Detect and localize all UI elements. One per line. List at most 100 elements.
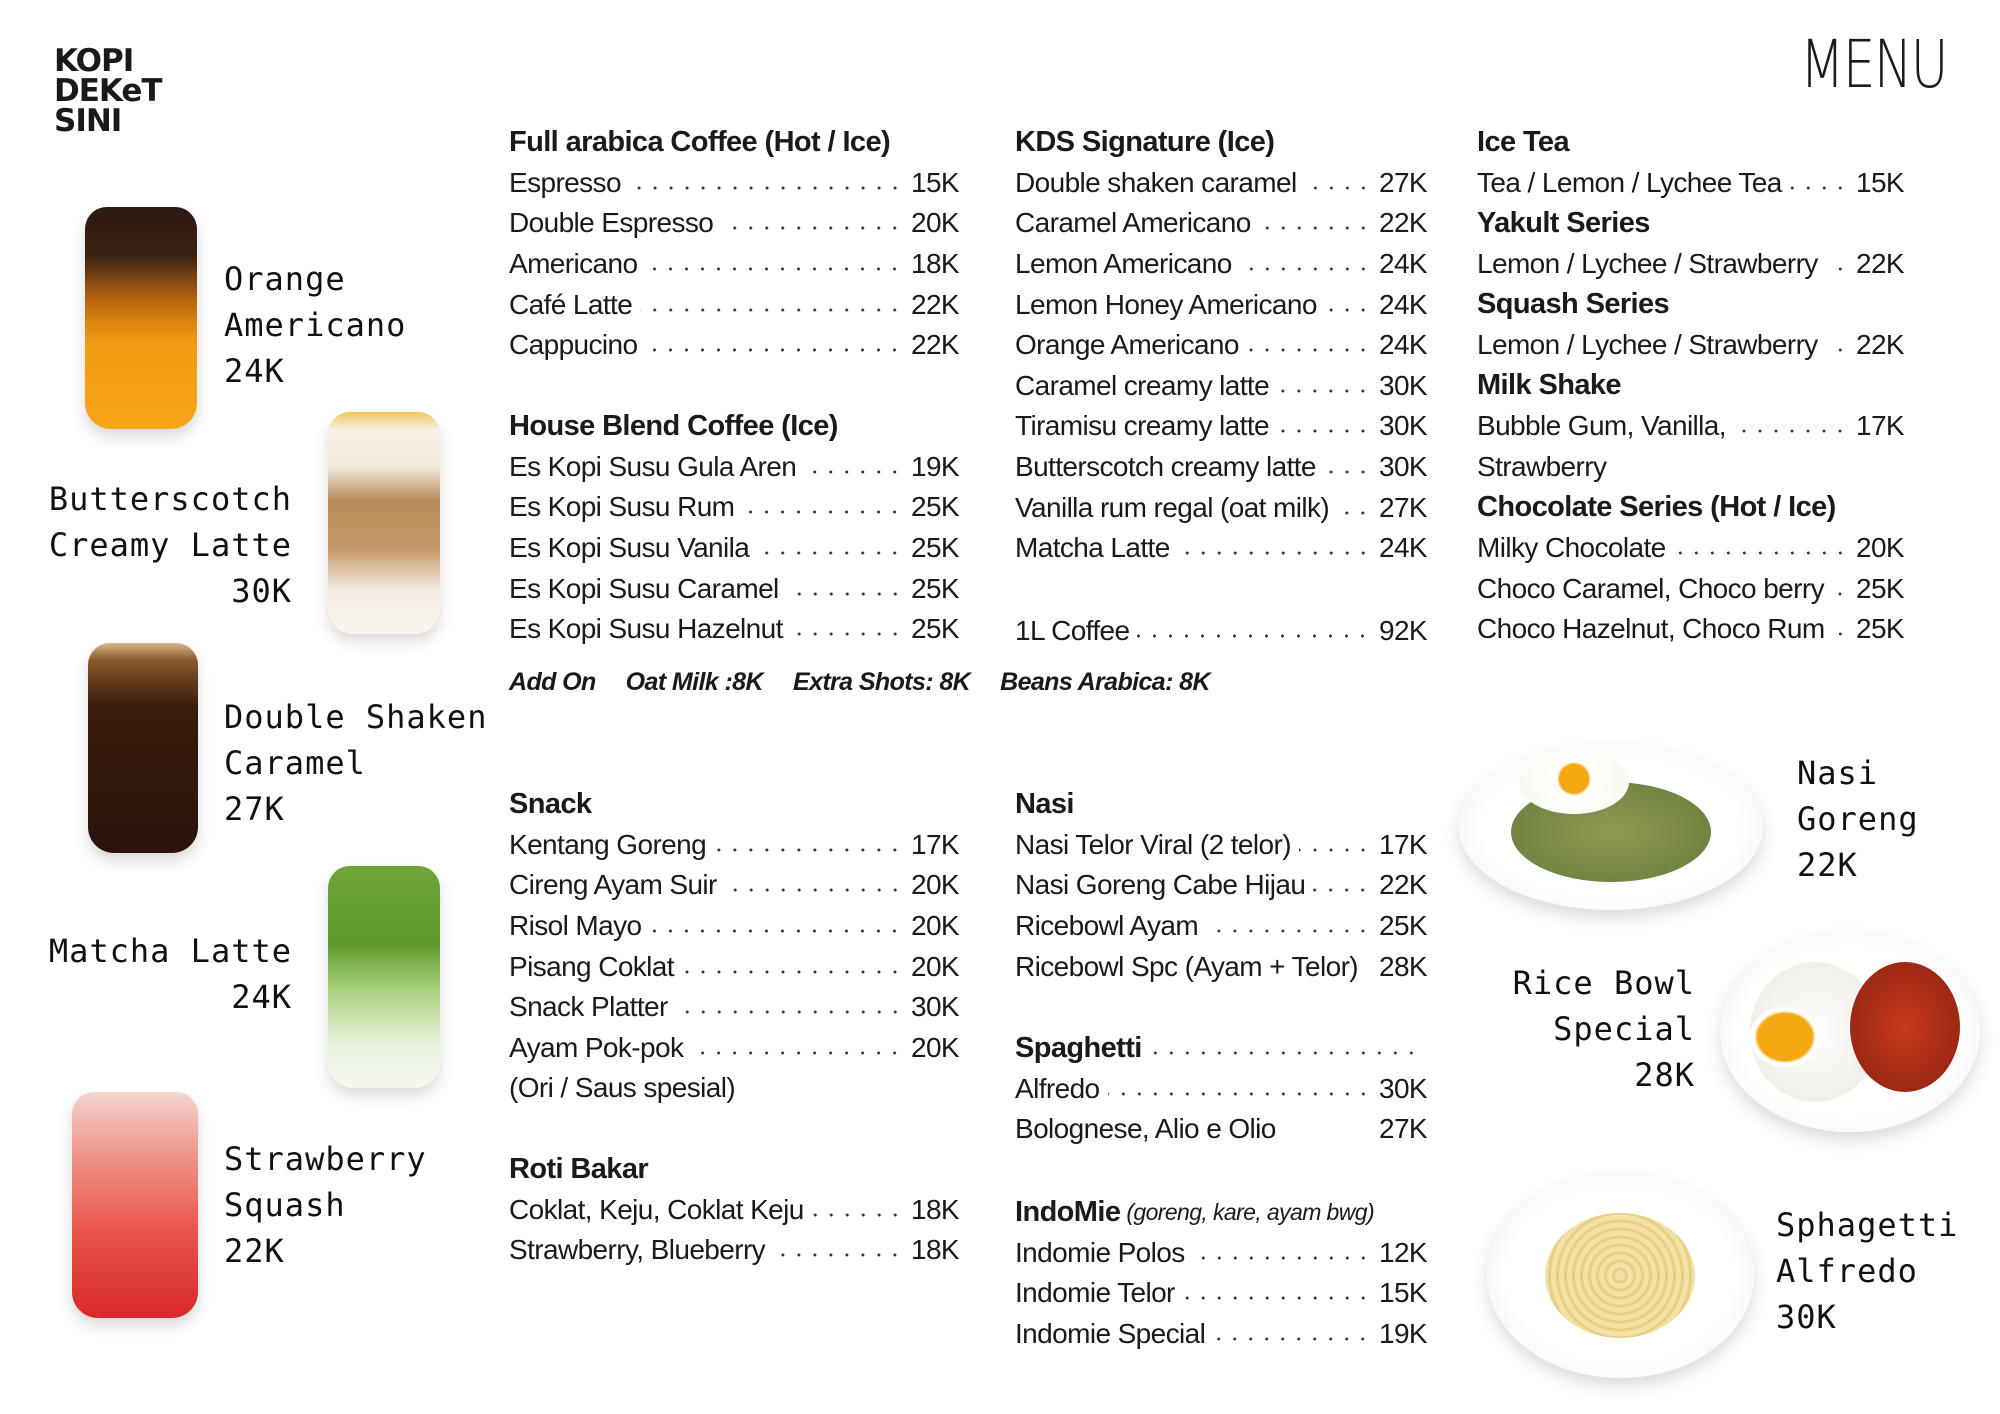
item-name: Cireng Ayam Suir bbox=[509, 869, 717, 901]
item-name: Lemon / Lychee / Strawberry bbox=[1477, 329, 1818, 361]
dot-leader bbox=[1825, 347, 1848, 354]
dot-leader bbox=[645, 266, 903, 273]
menu-item: Choco Hazelnut, Choco Rum 25K bbox=[1477, 609, 1905, 650]
section-heading: Squash Series bbox=[1477, 284, 1904, 325]
item-name: Ricebowl Spc (Ayam + Telor) bbox=[1015, 950, 1359, 982]
dot-leader bbox=[773, 1252, 903, 1259]
dot-leader bbox=[1149, 1050, 1419, 1057]
item-name: Vanilla rum regal (oat milk) bbox=[1015, 491, 1330, 523]
item-price: 25K bbox=[1855, 572, 1905, 604]
item-name: Lemon Honey Americano bbox=[1015, 288, 1317, 320]
item-name: Milky Chocolate bbox=[1477, 532, 1666, 564]
menu-item: Coklat, Keju, Coklat Keju 18K bbox=[509, 1190, 960, 1231]
section-heading: Full arabica Coffee (Hot / Ice) bbox=[509, 122, 959, 163]
menu-item: Snack Platter 30K bbox=[509, 987, 960, 1028]
dot-leader bbox=[786, 590, 903, 597]
menu-item: Es Kopi Susu Rum 25K bbox=[509, 487, 960, 528]
fried-egg bbox=[1519, 750, 1629, 814]
dot-leader bbox=[1177, 550, 1371, 557]
item-price: 22K bbox=[1855, 248, 1905, 280]
menu-item: Ricebowl Spc (Ayam + Telor) 28K bbox=[1015, 946, 1428, 987]
menu-item: Cappucino 22K bbox=[509, 325, 960, 366]
dot-leader bbox=[1789, 184, 1848, 191]
strawberry-squash-image bbox=[72, 1092, 198, 1318]
label-line: Strawberry bbox=[224, 1140, 427, 1178]
label-line: Butterscotch bbox=[48, 480, 292, 518]
dot-leader bbox=[691, 1049, 903, 1056]
addon-row: Add On Oat Milk :8K Extra Shots: 8K Bean… bbox=[509, 668, 1211, 697]
menu-item: Americano 18K bbox=[509, 244, 960, 285]
dot-leader bbox=[1673, 550, 1848, 557]
item-price: 30K bbox=[1378, 369, 1428, 401]
item-name: Risol Mayo bbox=[509, 910, 642, 942]
logo-line: KOPI bbox=[54, 43, 134, 79]
item-price: 27K bbox=[1378, 1113, 1428, 1145]
item-price: 18K bbox=[910, 1234, 960, 1266]
dot-leader bbox=[1366, 968, 1371, 975]
menu-item: Matcha Latte 24K bbox=[1015, 528, 1428, 569]
item-price: 25K bbox=[910, 491, 960, 523]
dot-leader bbox=[1258, 225, 1371, 232]
section-title: Milk Shake bbox=[1477, 369, 1622, 402]
item-name: Choco Caramel, Choco berry bbox=[1477, 572, 1825, 604]
item-price: 20K bbox=[910, 910, 960, 942]
menu-item: Lemon / Lychee / Strawberry 22K bbox=[1477, 244, 1905, 285]
menu-item: Milky Chocolate 20K bbox=[1477, 528, 1905, 569]
item-price: 30K bbox=[910, 991, 960, 1023]
item-price: 22K bbox=[1378, 207, 1428, 239]
menu-item: Caramel Americano 22K bbox=[1015, 203, 1428, 244]
dot-leader bbox=[649, 928, 903, 935]
menu-item: Lemon Americano 24K bbox=[1015, 244, 1428, 285]
label-line: Caramel bbox=[224, 744, 366, 782]
dot-leader bbox=[1323, 469, 1371, 476]
section-heading: Milk Shake bbox=[1477, 366, 1904, 407]
dot-leader bbox=[675, 1009, 903, 1016]
menu-item: Nasi Telor Viral (2 telor) 17K bbox=[1015, 825, 1428, 866]
dot-leader bbox=[804, 468, 903, 475]
label-line: Creamy Latte bbox=[48, 526, 292, 564]
section-nasi: Nasi Nasi Telor Viral (2 telor) 17K Nasi Go… bbox=[1015, 784, 1428, 987]
item-name: Bolognese, Alio e Olio bbox=[1015, 1113, 1276, 1145]
item-name: Es Kopi Susu Gula Aren bbox=[509, 450, 797, 482]
item-price: 30K bbox=[1378, 451, 1428, 483]
menu-item: Lemon Honey Americano 24K bbox=[1015, 284, 1428, 325]
orange-americano-label: Orange Americano 24K bbox=[224, 256, 406, 394]
item-price: 27K bbox=[1378, 166, 1428, 198]
item-price: 22K bbox=[910, 288, 960, 320]
menu-item: Choco Caramel, Choco berry 25K bbox=[1477, 569, 1905, 610]
addon-item: Extra Shots: 8K bbox=[792, 668, 971, 696]
item-price: 20K bbox=[1855, 532, 1905, 564]
dot-leader bbox=[742, 509, 903, 516]
item-price: 15K bbox=[1855, 166, 1905, 198]
label-line: 24K bbox=[224, 352, 285, 390]
item-name: Bubble Gum, Vanilla, bbox=[1477, 410, 1727, 442]
dot-leader bbox=[640, 306, 903, 313]
menu-item: Risol Mayo 20K bbox=[509, 906, 960, 947]
dot-leader bbox=[1298, 846, 1371, 853]
section-heading: Spaghetti bbox=[1015, 1028, 1427, 1069]
dot-leader bbox=[1182, 1295, 1371, 1302]
section-title: Yakult Series bbox=[1477, 206, 1650, 239]
strawberry-squash-label: Strawberry Squash 22K bbox=[224, 1136, 427, 1274]
item-name: Alfredo bbox=[1015, 1072, 1100, 1104]
section-snack: Snack Kentang Goreng 17K Cireng Ayam Suir 20… bbox=[509, 784, 960, 1109]
item-name: Coklat, Keju, Coklat Keju bbox=[509, 1193, 804, 1225]
item-name: Lemon Americano bbox=[1015, 248, 1232, 280]
item-price: 20K bbox=[910, 207, 960, 239]
label-line: 22K bbox=[224, 1232, 285, 1270]
section-heading: Chocolate Series (Hot / Ice) bbox=[1477, 487, 1904, 528]
section-spaghetti: Spaghetti Alfredo 30K Bolognese, Alio e Oli… bbox=[1015, 1028, 1428, 1150]
menu-item: Alfredo 30K bbox=[1015, 1069, 1428, 1110]
section-heading: Yakult Series bbox=[1477, 203, 1904, 244]
label-line: Orange bbox=[224, 260, 346, 298]
dot-leader bbox=[681, 968, 903, 975]
label-line: 24K bbox=[231, 978, 292, 1016]
dot-leader bbox=[1324, 306, 1371, 313]
item-price: 30K bbox=[1378, 410, 1428, 442]
item-name: Tiramisu creamy latte bbox=[1015, 410, 1270, 442]
butterscotch-latte-label: Butterscotch Creamy Latte 30K bbox=[49, 476, 292, 614]
section-title: House Blend Coffee (Ice) bbox=[509, 409, 838, 442]
menu-item: Pisang Coklat 20K bbox=[509, 946, 960, 987]
item-name: Tea / Lemon / Lychee Tea bbox=[1477, 166, 1782, 198]
matcha-latte-label: Matcha Latte 24K bbox=[49, 928, 292, 1020]
